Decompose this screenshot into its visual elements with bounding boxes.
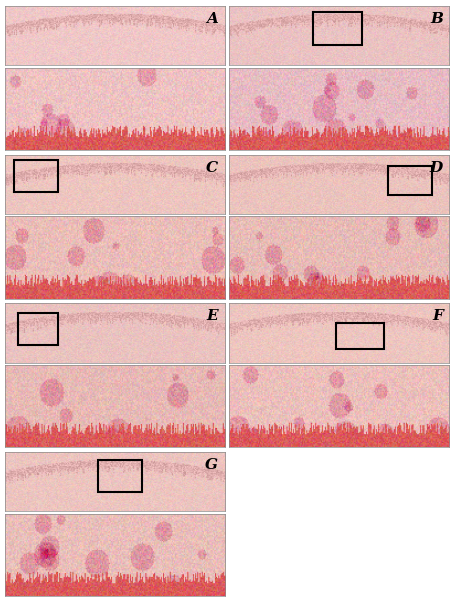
Text: F: F <box>432 309 443 323</box>
Text: A: A <box>206 12 218 26</box>
Text: E: E <box>207 309 218 323</box>
Text: B: B <box>430 12 443 26</box>
Bar <box>14 160 58 193</box>
Text: D: D <box>429 161 443 175</box>
Bar <box>98 459 142 492</box>
Text: C: C <box>206 161 218 175</box>
Bar <box>314 12 362 45</box>
Bar <box>388 166 432 196</box>
Text: G: G <box>205 458 218 472</box>
Bar <box>336 323 384 349</box>
Bar <box>18 312 58 345</box>
